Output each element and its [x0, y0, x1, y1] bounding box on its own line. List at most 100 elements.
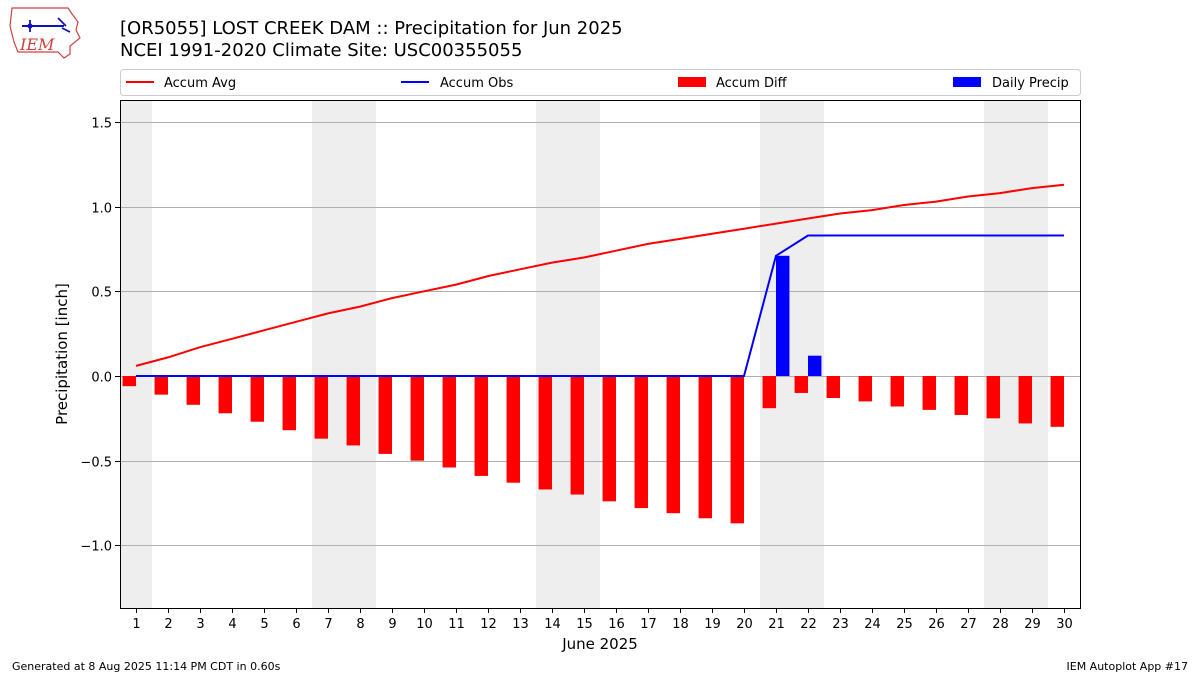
x-tick-label: 21: [768, 617, 785, 632]
bar-accum-diff: [250, 376, 264, 422]
footer-generated: Generated at 8 Aug 2025 11:14 PM CDT in …: [12, 660, 281, 673]
x-tick-label: 9: [388, 617, 396, 632]
x-tick-label: 27: [960, 617, 977, 632]
plot-frame: [120, 100, 1081, 609]
bar-accum-diff: [1050, 376, 1064, 427]
x-tick-label: 14: [544, 617, 561, 632]
x-tick-label: 4: [228, 617, 236, 632]
legend-label-daily-precip: Daily Precip: [992, 76, 1069, 91]
bar-daily-precip: [776, 255, 790, 377]
legend-swatch-accum-diff: [678, 77, 706, 87]
bar-accum-diff: [218, 376, 232, 414]
weekend-shade-day-28: [984, 100, 1016, 608]
bar-accum-diff: [634, 376, 648, 509]
x-tick-label: 22: [800, 617, 817, 632]
x-tick-label: 23: [832, 617, 849, 632]
legend-swatch-daily-precip: [953, 77, 981, 87]
logo-text: IEM: [19, 35, 55, 54]
x-tick-label: 24: [864, 617, 881, 632]
legend-label-accum-obs: Accum Obs: [440, 76, 513, 91]
x-tick-label: 8: [356, 617, 364, 632]
bar-accum-diff: [730, 376, 744, 524]
x-tick-label: 25: [896, 617, 913, 632]
footer-app: IEM Autoplot App #17: [1066, 660, 1189, 673]
legend-label-accum-diff: Accum Diff: [716, 76, 788, 91]
bar-accum-diff: [858, 376, 872, 402]
weekend-shade-day-14: [536, 100, 568, 608]
x-tick-label: 13: [512, 617, 529, 632]
x-tick-label: 7: [324, 617, 332, 632]
y-tick-label: −1.0: [80, 540, 112, 555]
x-tick-label: 18: [672, 617, 689, 632]
weekend-shading: [120, 100, 1048, 608]
chart-subtitle: NCEI 1991-2020 Climate Site: USC00355055: [120, 40, 523, 61]
x-tick-label: 29: [1024, 617, 1041, 632]
bar-accum-diff: [538, 376, 552, 490]
bar-accum-diff: [602, 376, 616, 502]
bar-accum-diff: [762, 376, 776, 409]
x-tick-label: 26: [928, 617, 945, 632]
x-tick-label: 17: [640, 617, 657, 632]
bar-accum-diff: [922, 376, 936, 410]
x-tick-label: 6: [292, 617, 300, 632]
legend-frame: [120, 69, 1081, 96]
bar-accum-diff: [666, 376, 680, 514]
weekend-shade-day-22: [792, 100, 824, 608]
x-tick-label: 16: [608, 617, 625, 632]
weekend-shade-day-8: [344, 100, 376, 608]
bar-accum-diff: [954, 376, 968, 415]
bar-accum-diff: [410, 376, 424, 461]
bar-accum-diff: [794, 376, 808, 393]
bar-accum-diff: [314, 376, 328, 439]
y-tick-label: 1.0: [91, 202, 112, 217]
line-accum-obs: [136, 234, 1064, 377]
bar-accum-diff: [282, 376, 296, 431]
x-tick-label: 20: [736, 617, 753, 632]
bar-accum-diff: [378, 376, 392, 454]
x-tick-label: 3: [196, 617, 204, 632]
legend-label-accum-avg: Accum Avg: [164, 76, 236, 91]
iem-logo: IEM: [9, 7, 81, 59]
y-tick-label: −0.5: [80, 456, 112, 471]
bar-accum-diff: [122, 376, 136, 387]
bar-accum-diff: [1018, 376, 1032, 424]
bar-accum-diff: [154, 376, 168, 395]
ticks: −1.0−0.50.00.51.01.51 2 3 4 5 6 7 8 9 10 11 12 13 14 1…: [80, 117, 1072, 633]
weekend-shade-day-15: [568, 100, 600, 608]
bar-accum-diff: [570, 376, 584, 495]
bar-accum-diff: [186, 376, 200, 405]
x-tick-label: 10: [416, 617, 433, 632]
x-tick-label: 11: [448, 617, 465, 632]
weekend-shade-day-29: [1016, 100, 1048, 608]
weekend-shade-day-7: [312, 100, 344, 608]
bars: [122, 255, 1064, 524]
bar-accum-diff: [474, 376, 488, 476]
y-tick-label: 1.5: [91, 117, 112, 132]
chart-title: [OR5055] LOST CREEK DAM :: Precipitation…: [120, 18, 623, 39]
weekend-shade-day-1: [120, 100, 152, 608]
x-tick-label: 15: [576, 617, 593, 632]
y-tick-label: 0.0: [91, 371, 112, 386]
x-tick-label: 28: [992, 617, 1009, 632]
x-tick-label: 12: [480, 617, 497, 632]
lines: [135, 183, 1065, 377]
bar-daily-precip: [808, 355, 822, 377]
x-tick-label: 5: [260, 617, 268, 632]
line-accum-avg: [135, 183, 1065, 367]
bar-accum-diff: [986, 376, 1000, 419]
x-tick-label: 2: [164, 617, 172, 632]
x-tick-label: 30: [1056, 617, 1073, 632]
y-tick-label: 0.5: [91, 286, 112, 301]
y-axis-label: Precipitation [inch]: [53, 283, 71, 425]
x-axis-label: June 2025: [561, 635, 638, 653]
x-tick-label: 1: [132, 617, 140, 632]
legend: Accum Avg Accum Obs Accum Diff Daily Pre…: [120, 69, 1081, 96]
bar-accum-diff: [890, 376, 904, 407]
bar-accum-diff: [442, 376, 456, 468]
bar-accum-diff: [346, 376, 360, 446]
bar-accum-diff: [698, 376, 712, 519]
bar-accum-diff: [506, 376, 520, 483]
bar-accum-diff: [826, 376, 840, 399]
x-tick-label: 19: [704, 617, 721, 632]
